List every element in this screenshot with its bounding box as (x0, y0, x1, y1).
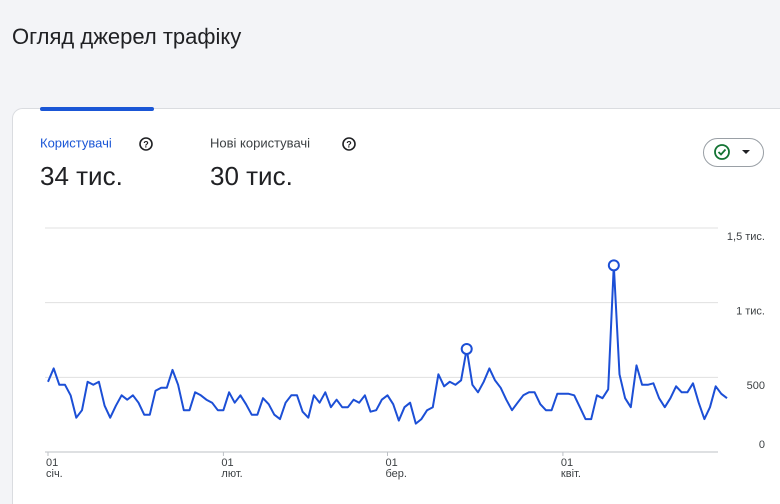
y-tick-label: 1 тис. (736, 306, 765, 318)
metric-label[interactable]: Нові користувачі (210, 135, 310, 150)
metric-value: 30 тис. (210, 161, 293, 191)
highlight-point (607, 259, 620, 272)
help-icon[interactable]: ? (139, 137, 153, 151)
x-tick-label: 01 січ. (46, 457, 63, 480)
svg-text:?: ? (143, 139, 149, 149)
metric-label[interactable]: Користувачі (40, 135, 112, 150)
y-tick-label: 1,5 тис. (727, 231, 765, 243)
y-tick-label: 0 (759, 439, 765, 451)
x-tick-label: 01 лют. (221, 457, 243, 480)
metric-value: 34 тис. (40, 161, 123, 191)
page-title: Огляд джерел трафіку (12, 24, 241, 49)
svg-text:?: ? (346, 139, 352, 149)
card (12, 108, 780, 504)
x-tick-label: 01 бер. (385, 457, 407, 480)
help-icon[interactable]: ? (342, 137, 356, 151)
y-tick-label: 500 (747, 380, 765, 392)
highlight-point (460, 342, 473, 355)
compare-dropdown[interactable] (703, 138, 764, 167)
x-tick-label: 01 квіт. (560, 457, 581, 480)
tab-indicator (40, 107, 154, 111)
